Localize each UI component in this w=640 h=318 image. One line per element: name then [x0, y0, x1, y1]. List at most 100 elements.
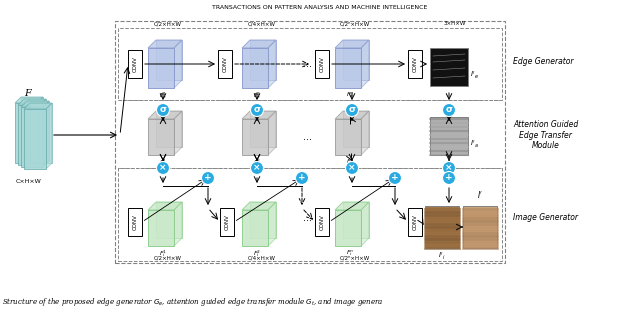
- Polygon shape: [174, 111, 182, 155]
- Polygon shape: [148, 111, 182, 119]
- Text: +: +: [204, 174, 212, 183]
- Text: Attention Guided
Edge Transfer
Module: Attention Guided Edge Transfer Module: [513, 120, 579, 150]
- Polygon shape: [250, 111, 276, 147]
- Polygon shape: [148, 202, 182, 210]
- Polygon shape: [242, 210, 268, 246]
- Text: $F^1_e$: $F^1_e$: [159, 90, 167, 101]
- Text: CONV: CONV: [413, 214, 417, 230]
- FancyBboxPatch shape: [430, 117, 468, 155]
- Text: $F^n_e$: $F^n_e$: [346, 90, 354, 100]
- Circle shape: [442, 103, 456, 116]
- Polygon shape: [335, 40, 369, 48]
- Polygon shape: [343, 40, 369, 80]
- Polygon shape: [242, 40, 276, 48]
- Text: +: +: [298, 174, 306, 183]
- Circle shape: [296, 171, 308, 184]
- Text: CONV: CONV: [223, 56, 227, 72]
- Polygon shape: [343, 111, 369, 147]
- Polygon shape: [21, 101, 49, 107]
- Polygon shape: [335, 48, 361, 88]
- Polygon shape: [250, 202, 276, 238]
- Text: Edge Generator: Edge Generator: [513, 58, 573, 66]
- Polygon shape: [250, 40, 276, 80]
- Polygon shape: [43, 101, 49, 167]
- Circle shape: [442, 171, 456, 184]
- Polygon shape: [148, 119, 174, 155]
- Text: ×: ×: [159, 163, 167, 172]
- Polygon shape: [21, 107, 43, 167]
- Text: CONV: CONV: [413, 56, 417, 72]
- Polygon shape: [242, 202, 276, 210]
- Circle shape: [157, 162, 170, 175]
- Text: Image Generator: Image Generator: [513, 213, 578, 223]
- Text: C/4×H×W: C/4×H×W: [248, 255, 276, 260]
- Circle shape: [157, 103, 170, 116]
- Circle shape: [250, 162, 264, 175]
- Text: C/2×H×W: C/2×H×W: [154, 255, 182, 260]
- Text: ...: ...: [303, 132, 312, 142]
- Text: $I'_e$: $I'_e$: [470, 70, 479, 81]
- FancyBboxPatch shape: [218, 50, 232, 78]
- Text: ×: ×: [253, 163, 260, 172]
- Text: $F^2_e$: $F^2_e$: [253, 90, 261, 101]
- Polygon shape: [335, 111, 369, 119]
- Text: CONV: CONV: [132, 56, 138, 72]
- Polygon shape: [242, 111, 276, 119]
- Text: Structure of the proposed edge generator $G_e$, attention guided edge transfer m: Structure of the proposed edge generator…: [2, 296, 383, 308]
- Polygon shape: [156, 40, 182, 80]
- Polygon shape: [40, 99, 46, 165]
- Polygon shape: [174, 202, 182, 246]
- Polygon shape: [21, 97, 43, 157]
- Text: $I'_a$: $I'_a$: [470, 139, 479, 150]
- Polygon shape: [24, 99, 46, 159]
- Polygon shape: [24, 103, 52, 109]
- Polygon shape: [30, 103, 52, 163]
- FancyBboxPatch shape: [128, 208, 142, 236]
- FancyBboxPatch shape: [408, 50, 422, 78]
- Polygon shape: [18, 105, 40, 165]
- Text: +: +: [391, 174, 399, 183]
- Text: σ: σ: [253, 106, 260, 114]
- Circle shape: [202, 171, 214, 184]
- Polygon shape: [343, 202, 369, 238]
- Text: $F^n_i$: $F^n_i$: [346, 248, 354, 258]
- Polygon shape: [46, 103, 52, 169]
- Text: CONV: CONV: [132, 214, 138, 230]
- Text: ×: ×: [348, 163, 356, 172]
- Text: σ: σ: [159, 106, 166, 114]
- Text: +: +: [445, 174, 453, 183]
- Polygon shape: [335, 210, 361, 246]
- Circle shape: [250, 103, 264, 116]
- FancyBboxPatch shape: [430, 48, 468, 86]
- Text: $F^2_a$: $F^2_a$: [253, 157, 261, 168]
- FancyBboxPatch shape: [408, 208, 422, 236]
- Polygon shape: [27, 101, 49, 161]
- Text: 3×H×W: 3×H×W: [444, 21, 466, 26]
- Polygon shape: [15, 97, 43, 103]
- Text: CONV: CONV: [225, 214, 230, 230]
- Polygon shape: [37, 97, 43, 163]
- Text: CONV: CONV: [319, 214, 324, 230]
- Polygon shape: [242, 48, 268, 88]
- Text: TRANSACTIONS ON PATTERN ANALYSIS AND MACHINE INTELLIGENCE: TRANSACTIONS ON PATTERN ANALYSIS AND MAC…: [212, 5, 428, 10]
- Text: ...: ...: [303, 59, 312, 69]
- Text: $F^1_a$: $F^1_a$: [159, 157, 167, 168]
- Polygon shape: [148, 48, 174, 88]
- Polygon shape: [335, 119, 361, 155]
- Text: C/2ⁿ×H×W: C/2ⁿ×H×W: [340, 255, 370, 260]
- Polygon shape: [156, 202, 182, 238]
- FancyBboxPatch shape: [315, 50, 329, 78]
- Text: C/2ⁿ×H×W: C/2ⁿ×H×W: [340, 21, 370, 26]
- Text: ...: ...: [303, 213, 312, 223]
- Polygon shape: [361, 111, 369, 155]
- Polygon shape: [361, 202, 369, 246]
- Polygon shape: [15, 103, 37, 163]
- Circle shape: [442, 162, 456, 175]
- Polygon shape: [361, 40, 369, 88]
- Polygon shape: [268, 111, 276, 155]
- Text: ×: ×: [445, 163, 452, 172]
- Polygon shape: [24, 109, 46, 169]
- Text: $I'$: $I'$: [477, 189, 483, 200]
- Text: $F^2_i$: $F^2_i$: [253, 248, 261, 259]
- Text: F: F: [24, 89, 31, 98]
